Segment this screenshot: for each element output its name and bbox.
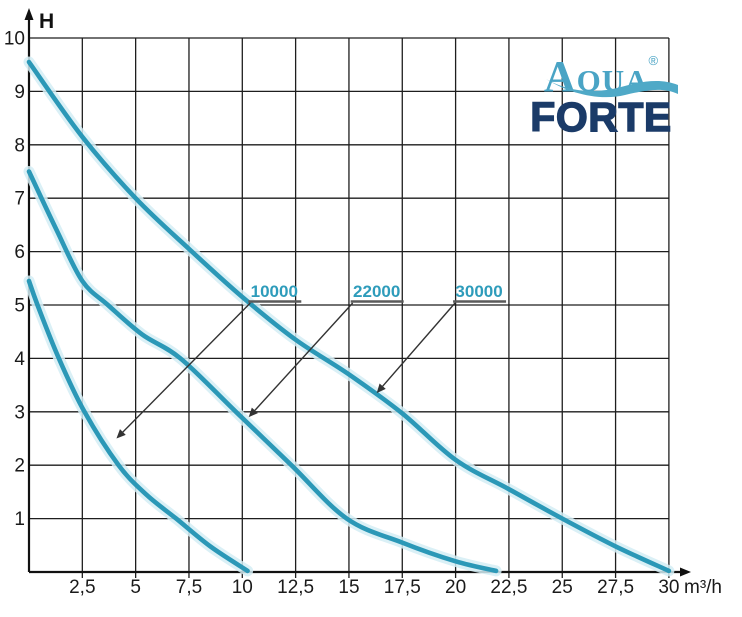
logo-text-forte: FORTE xyxy=(530,94,672,140)
x-tick-label: 22,5 xyxy=(490,577,527,598)
x-tick-label: 7,5 xyxy=(176,577,202,598)
y-axis-arrow-icon xyxy=(24,8,34,20)
leader-arrowhead-icon xyxy=(376,383,386,394)
y-tick-label: 4 xyxy=(14,349,25,370)
x-axis-arrow-icon xyxy=(680,567,691,577)
pump-curve-30000 xyxy=(26,59,672,574)
pump-curve-glow-10000 xyxy=(23,275,254,577)
x-tick-label: 15 xyxy=(338,577,359,598)
y-axis-title: H xyxy=(39,10,54,33)
x-tick-label: 20 xyxy=(445,577,466,598)
y-tick-label: 5 xyxy=(14,296,25,317)
x-tick-label: 25 xyxy=(552,577,573,598)
aquaforte-logo: Aqua® FORTE xyxy=(524,42,678,139)
x-tick-label: 27,5 xyxy=(597,577,634,598)
curve-label-22000: 22000 xyxy=(353,282,400,301)
y-tick-label: 9 xyxy=(14,82,25,103)
x-tick-label: 2,5 xyxy=(69,577,95,598)
x-tick-label: 17,5 xyxy=(384,577,421,598)
y-tick-label: 3 xyxy=(14,402,25,423)
pump-curve-glow-22000 xyxy=(23,166,502,577)
pump-curve-10000 xyxy=(26,278,250,574)
curve-label-leader-line xyxy=(122,302,251,433)
x-tick-label: 5 xyxy=(130,577,141,598)
x-tick-label: 12,5 xyxy=(277,577,314,598)
y-tick-label: 2 xyxy=(14,456,25,477)
leader-arrowhead-icon xyxy=(116,429,126,439)
y-tick-label: 6 xyxy=(14,242,25,263)
x-tick-label: 10 xyxy=(232,577,253,598)
y-tick-label: 10 xyxy=(4,29,25,50)
curve-label-leader-line xyxy=(254,302,354,411)
curve-label-30000: 30000 xyxy=(455,282,502,301)
pump-curve-22000 xyxy=(26,169,499,574)
registered-trademark-icon: ® xyxy=(648,53,659,68)
logo-text-aqua: Aqua® xyxy=(524,42,678,99)
y-tick-label: 7 xyxy=(14,189,25,210)
x-axis-unit-label: m³/h xyxy=(684,577,722,598)
y-tick-label: 1 xyxy=(14,509,25,530)
leader-arrowhead-icon xyxy=(248,407,258,418)
y-tick-label: 8 xyxy=(14,135,25,156)
x-tick-label: 30 xyxy=(658,577,679,598)
curve-label-10000: 10000 xyxy=(251,282,298,301)
curve-label-leader-line xyxy=(382,302,456,387)
